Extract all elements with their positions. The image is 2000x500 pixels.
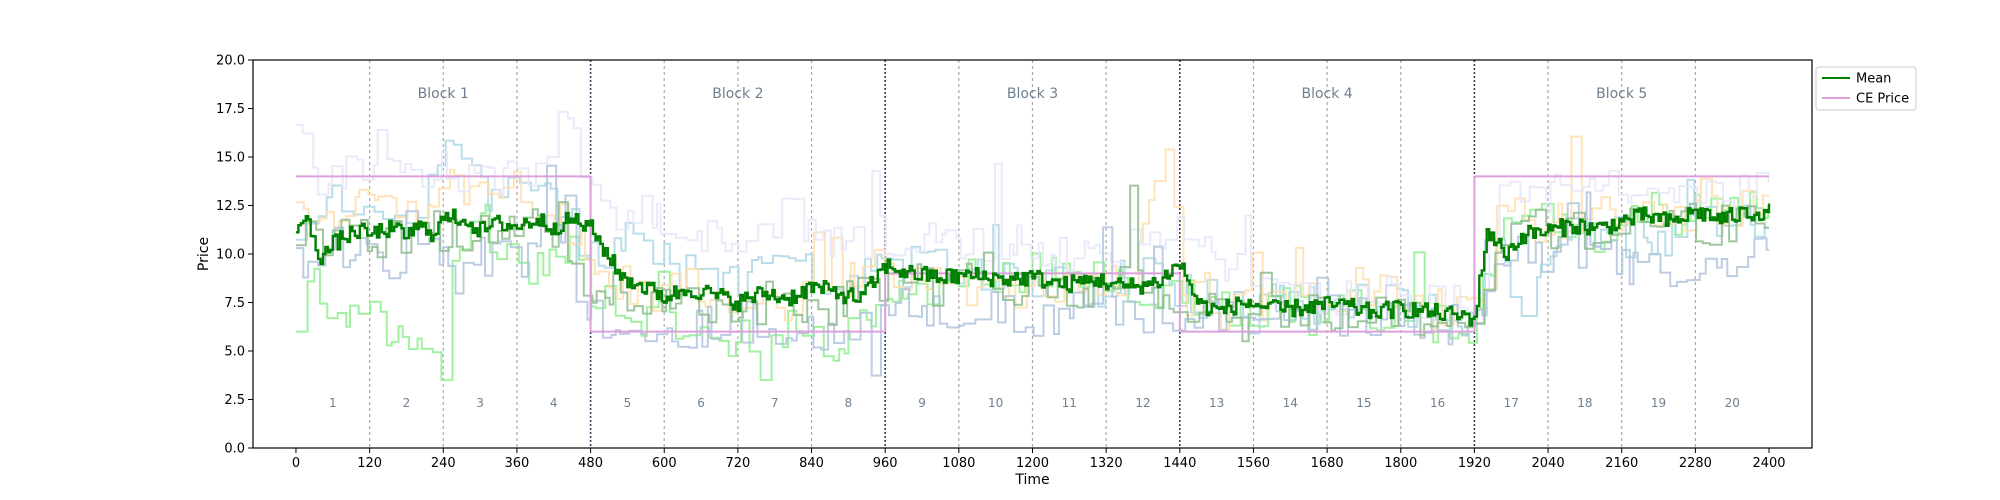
- y-axis: 0.0 2.5 5.0 7.5 10.0 12.5 15.0 17.5 20.0: [216, 54, 253, 457]
- block-label: Block 2: [712, 86, 763, 102]
- x-tick-label: 1560: [1237, 456, 1270, 471]
- period-label: 18: [1577, 396, 1592, 410]
- x-tick-label: 960: [873, 456, 898, 471]
- y-tick-label: 20.0: [216, 54, 245, 69]
- period-label: 8: [845, 396, 853, 410]
- mean-price-series: [296, 203, 1771, 327]
- x-tick-label: 2400: [1752, 456, 1785, 471]
- x-tick-label: 1320: [1090, 456, 1123, 471]
- mean-price-line: [296, 203, 1771, 327]
- y-tick-label: 10.0: [216, 248, 245, 263]
- x-axis: 0 120 240 360 480 600 720 840 960 1080 1200 1320 144…: [292, 448, 1786, 471]
- x-tick-label: 2040: [1532, 456, 1565, 471]
- x-tick-label: 1080: [942, 456, 975, 471]
- period-label: 6: [697, 396, 705, 410]
- y-tick-label: 5.0: [224, 345, 245, 360]
- period-label: 14: [1283, 396, 1298, 410]
- block-label: Block 3: [1007, 86, 1058, 102]
- period-label: 12: [1135, 396, 1150, 410]
- period-label: 7: [771, 396, 779, 410]
- y-tick-label: 2.5: [224, 393, 245, 408]
- x-tick-label: 720: [725, 456, 750, 471]
- period-label: 11: [1062, 396, 1077, 410]
- block-label: Block 4: [1301, 86, 1352, 102]
- block-label: Block 1: [418, 86, 469, 102]
- trader-price-line: [296, 110, 1770, 319]
- trader-price-line: [296, 184, 1769, 343]
- x-tick-label: 240: [431, 456, 456, 471]
- legend: Mean CE Price: [1815, 66, 1917, 111]
- y-tick-label: 15.0: [216, 151, 245, 166]
- period-label: 19: [1651, 396, 1666, 410]
- period-label: 5: [624, 396, 632, 410]
- period-label: 2: [403, 396, 411, 410]
- y-tick-label: 12.5: [216, 199, 245, 214]
- y-axis-label: Price: [196, 237, 212, 271]
- x-tick-label: 360: [505, 456, 530, 471]
- period-label-group: 1 2 3 4 5 6 7 8 9 10 11 12 13 14 15 16 17 18 19 20: [329, 396, 1740, 410]
- trader-price-line: [296, 164, 1769, 377]
- period-label: 20: [1725, 396, 1740, 410]
- x-tick-label: 1440: [1163, 456, 1196, 471]
- x-axis-label: Time: [1014, 472, 1049, 488]
- period-label: 3: [476, 396, 484, 410]
- period-label: 4: [550, 396, 558, 410]
- x-tick-label: 840: [799, 456, 824, 471]
- block-label-group: Block 1 Block 2 Block 3 Block 4 Block 5: [418, 86, 1648, 102]
- ce-price-series: [295, 175, 1770, 333]
- legend-mean-label: Mean: [1856, 72, 1891, 87]
- y-tick-label: 0.0: [224, 442, 245, 457]
- period-label: 16: [1430, 396, 1445, 410]
- y-tick-label: 7.5: [224, 296, 245, 311]
- x-tick-label: 120: [357, 456, 382, 471]
- y-tick-label: 17.5: [216, 102, 245, 117]
- period-label: 15: [1356, 396, 1371, 410]
- x-tick-label: 1200: [1016, 456, 1049, 471]
- block-label: Block 5: [1596, 86, 1647, 102]
- x-tick-label: 1680: [1311, 456, 1344, 471]
- period-label: 9: [918, 396, 926, 410]
- period-label: 1: [329, 396, 337, 410]
- x-tick-label: 2280: [1679, 456, 1712, 471]
- x-tick-label: 0: [292, 456, 300, 471]
- period-label: 10: [988, 396, 1003, 410]
- x-tick-label: 1800: [1384, 456, 1417, 471]
- x-tick-label: 600: [652, 456, 677, 471]
- x-tick-label: 2160: [1605, 456, 1638, 471]
- period-label: 13: [1209, 396, 1224, 410]
- period-label: 17: [1504, 396, 1519, 410]
- x-tick-label: 1920: [1458, 456, 1491, 471]
- legend-ce-price-label: CE Price: [1856, 92, 1909, 107]
- x-tick-label: 480: [578, 456, 603, 471]
